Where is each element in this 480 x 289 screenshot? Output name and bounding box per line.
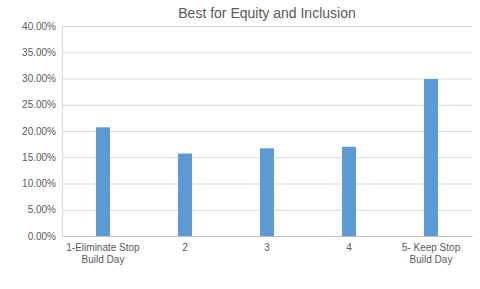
chart-svg: 0.00% 5.00% 10.00% 15.00% 20.00% 25.00% 30.00%… — [0, 0, 480, 289]
y-tick-label: 35.00% — [22, 47, 56, 58]
x-tick-label: 4 — [346, 242, 352, 253]
chart-title: Best for Equity and Inclusion — [178, 5, 355, 21]
x-tick: 4 — [346, 242, 352, 253]
x-tick-label: 2 — [182, 242, 188, 253]
y-axis: 0.00% 5.00% 10.00% 15.00% 20.00% 25.00% 30.00%… — [22, 21, 472, 242]
bar — [260, 148, 274, 236]
y-tick-label: 25.00% — [22, 99, 56, 110]
grid-line — [62, 131, 472, 132]
x-axis: 1-Eliminate StopBuild Day2345- Keep Stop… — [63, 237, 473, 266]
y-tick: 40.00% — [22, 21, 472, 32]
y-tick: 25.00% — [22, 99, 472, 110]
y-tick-label: 30.00% — [22, 73, 56, 84]
grid-line — [62, 105, 472, 106]
grid-line — [62, 26, 472, 27]
y-tick-label: 20.00% — [22, 126, 56, 137]
y-tick: 10.00% — [22, 178, 472, 189]
grid-line — [62, 79, 472, 80]
x-tick-label: 1-Eliminate StopBuild Day — [66, 242, 140, 265]
y-tick-label: 15.00% — [22, 152, 56, 163]
y-tick: 5.00% — [28, 204, 472, 215]
y-tick-label: 10.00% — [22, 178, 56, 189]
bars — [96, 79, 438, 236]
x-tick: 2 — [182, 242, 188, 253]
bar — [96, 127, 110, 236]
x-tick-label-line: Build Day — [82, 254, 125, 265]
bar — [342, 147, 356, 236]
bar — [424, 79, 438, 236]
y-tick-label: 0.00% — [28, 231, 56, 242]
bar — [178, 154, 192, 236]
grid-line — [62, 52, 472, 53]
y-tick-label: 5.00% — [28, 204, 56, 215]
y-axis-line — [63, 27, 473, 237]
x-tick: 1-Eliminate StopBuild Day — [66, 242, 140, 265]
y-tick-label: 40.00% — [22, 21, 56, 32]
x-tick-label-line: 5- Keep Stop — [402, 242, 461, 253]
x-tick-label-line: 3 — [264, 242, 270, 253]
grid-line — [62, 236, 472, 237]
x-tick-label-line: 4 — [346, 242, 352, 253]
x-tick-label-line: 2 — [182, 242, 188, 253]
y-tick: 30.00% — [22, 73, 472, 84]
y-tick: 35.00% — [22, 47, 472, 58]
x-tick-label-line: Build Day — [410, 254, 453, 265]
chart-container: 0.00% 5.00% 10.00% 15.00% 20.00% 25.00% 30.00%… — [0, 0, 480, 289]
x-tick: 3 — [264, 242, 270, 253]
plot-area: 0.00% 5.00% 10.00% 15.00% 20.00% 25.00% 30.00%… — [22, 21, 472, 265]
x-tick: 5- Keep StopBuild Day — [402, 242, 461, 265]
x-tick-label: 5- Keep StopBuild Day — [402, 242, 461, 265]
x-axis-line — [63, 236, 473, 237]
x-tick-label-line: 1-Eliminate Stop — [66, 242, 140, 253]
x-tick-label: 3 — [264, 242, 270, 253]
y-tick: 0.00% — [28, 231, 472, 242]
y-tick: 15.00% — [22, 152, 472, 163]
y-tick: 20.00% — [22, 126, 472, 137]
